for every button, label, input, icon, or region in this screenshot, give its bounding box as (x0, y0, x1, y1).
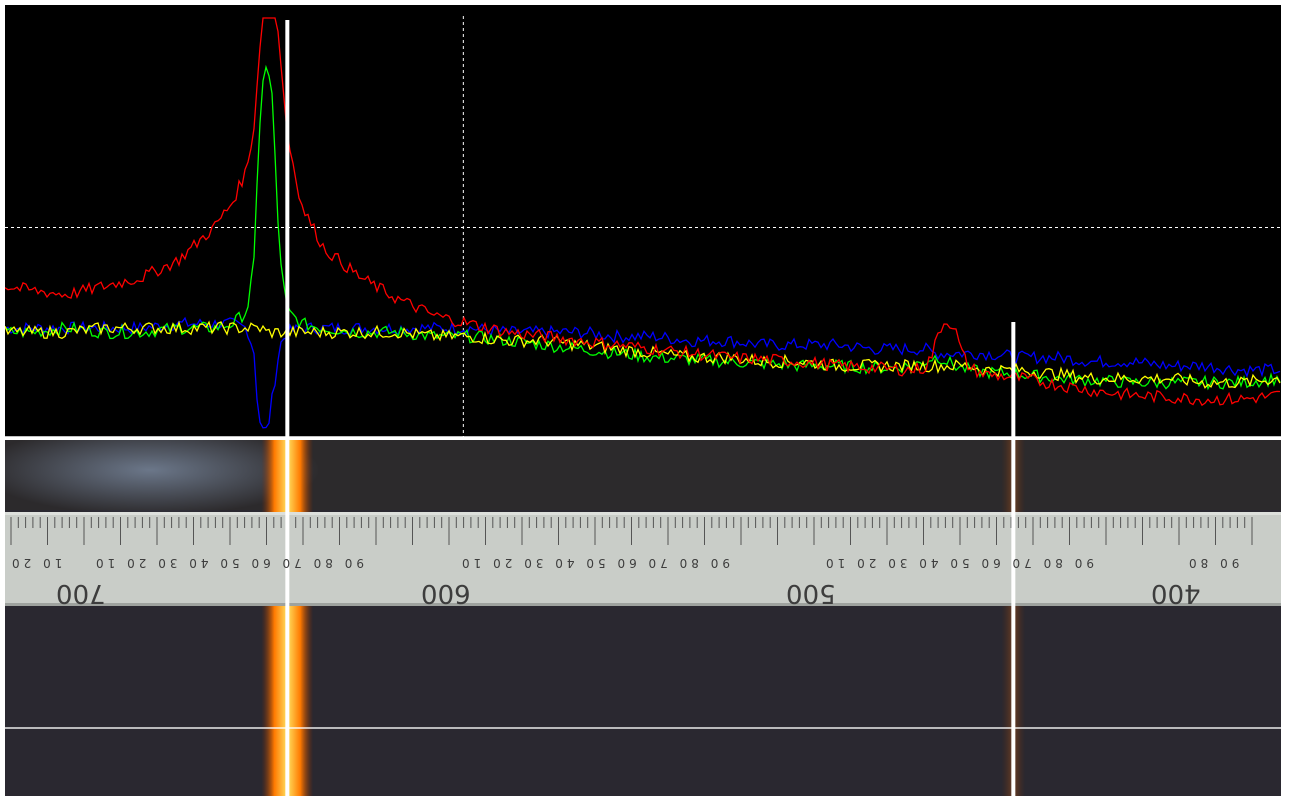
series-line-yellow (5, 320, 1281, 389)
ruler-minor-label: 90 80 70 60 50 40 30 20 10 (822, 556, 1094, 570)
ruler-major-label: 400 (1151, 578, 1201, 608)
peak-markers (285, 20, 1016, 796)
ruler-strip (5, 512, 1281, 606)
plot-area (5, 5, 1281, 437)
ruler-minor-label: 90 80 (1185, 556, 1240, 570)
ruler-major-label: 600 (421, 578, 471, 608)
camera-image (0, 425, 1281, 796)
ruler-ticks (10, 517, 1253, 545)
series-line-red (5, 17, 1281, 407)
ruler-minor-label: 90 80 70 60 50 40 30 20 10 (458, 556, 730, 570)
spectrum-plot (5, 5, 1281, 442)
light-glare (0, 425, 320, 515)
ruler-major-label: 700 (56, 578, 106, 608)
ruler-major-label: 500 (786, 578, 836, 608)
ruler-minor-label: 10 20 (8, 556, 63, 570)
series-line-blue (5, 316, 1281, 429)
ruler-minor-label: 90 80 70 60 50 40 30 20 10 (92, 556, 364, 570)
